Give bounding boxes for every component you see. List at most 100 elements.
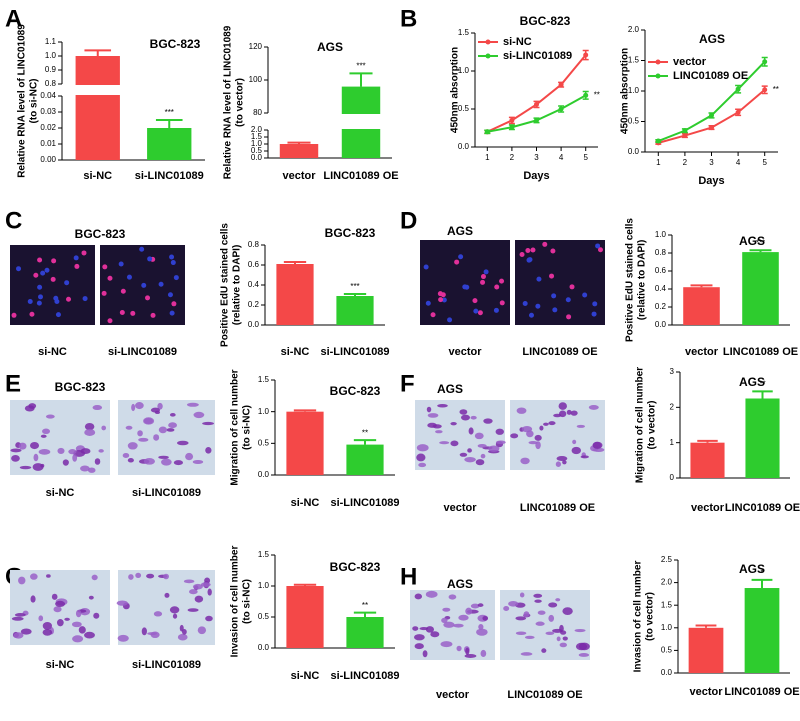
cell [570,410,578,416]
cell [128,574,134,580]
y-tick-label: 0.00 [40,155,56,164]
cell [84,422,95,431]
cell [68,449,77,455]
significance: *** [165,108,174,117]
cell [555,461,561,467]
cell [516,407,527,414]
cell [541,648,547,653]
y-tick-label: 0.5 [458,104,470,113]
y-tick-label: 0 [670,473,675,482]
y-tick-label: 1.5 [628,56,640,65]
cell [177,633,188,641]
nucleus [477,310,483,316]
micrograph [515,240,605,325]
cell [19,465,32,470]
y-tick-label: 1.5 [258,550,270,559]
cell [24,405,35,412]
cell [14,613,26,617]
error-bar [353,611,377,617]
cell [33,453,39,462]
point [484,129,490,135]
cell [11,455,20,462]
nucleus [54,299,60,305]
cell [146,573,155,579]
cell [414,634,425,641]
nucleus [119,310,125,316]
x-axis-label: Days [698,175,724,187]
bar [742,252,779,325]
cell [520,652,533,656]
image-label: vector [443,502,477,514]
nucleus [82,296,88,302]
y-axis-label: Positive EdU stained cells [625,218,636,342]
cell [131,403,136,412]
legend-marker [485,39,491,45]
y-tick-label: 0.5 [258,612,270,621]
nucleus [549,273,555,279]
cell [528,441,538,445]
y-axis-label: (relative to DAPI) [232,245,243,326]
significance: ** [773,85,779,94]
significance: ** [362,428,368,437]
chart-title: AGS [699,32,725,46]
cell [566,409,572,415]
cell [137,430,143,437]
nucleus [145,295,151,301]
nucleus [551,293,557,299]
y-tick-label: 100 [249,75,263,84]
x-tick-label: vector [685,346,719,358]
cell [503,606,510,611]
error-bar [349,72,373,87]
cell [187,608,199,612]
y-tick-label: 1.0 [45,51,57,60]
cell [197,626,207,635]
bar [683,287,720,325]
nucleus [74,263,80,269]
y-tick-label: 0.0 [655,320,667,329]
x-tick-label: LINC01089 OE [724,686,799,698]
cell [11,616,24,621]
chart-title: BGC-823 [325,226,376,240]
y-tick-label: 0.04 [40,91,56,100]
cell [574,628,586,633]
cell [426,406,432,413]
cell [168,422,177,429]
cell [555,598,561,602]
cell [13,632,24,639]
image-label: si-NC [46,659,75,671]
panel-letter: E [5,370,21,397]
cell [495,428,504,435]
nucleus [171,301,177,307]
nucleus [64,280,70,286]
cell [42,628,53,636]
y-tick-label: 0.5 [258,438,270,447]
cell [176,440,189,446]
cell [117,634,129,642]
point [534,117,539,123]
nucleus [526,257,532,263]
nucleus [425,300,431,306]
legend-label: LINC01089 OE [673,70,748,82]
cell [45,414,55,419]
cell [477,444,487,448]
cell [94,458,101,465]
cell [127,442,138,450]
y-tick-label: 0.8 [248,240,260,249]
cell [440,641,453,648]
y-tick-label: 0.8 [45,79,57,88]
x-axis-label: Days [523,170,549,182]
point [583,52,589,58]
error-bar [752,390,773,399]
nucleus [542,241,548,247]
y-axis-label: (to vector) [647,401,658,450]
cell [157,402,163,410]
y-tick-label: 0.5 [251,146,263,155]
image-label: si-LINC01089 [108,346,177,358]
x-tick-label: 3 [709,158,714,167]
cell [207,588,212,596]
point [735,109,741,115]
x-tick-label: LINC01089 OE [725,502,800,514]
cell [30,595,36,603]
cell [189,589,198,595]
y-tick-label: 1.0 [655,230,667,239]
